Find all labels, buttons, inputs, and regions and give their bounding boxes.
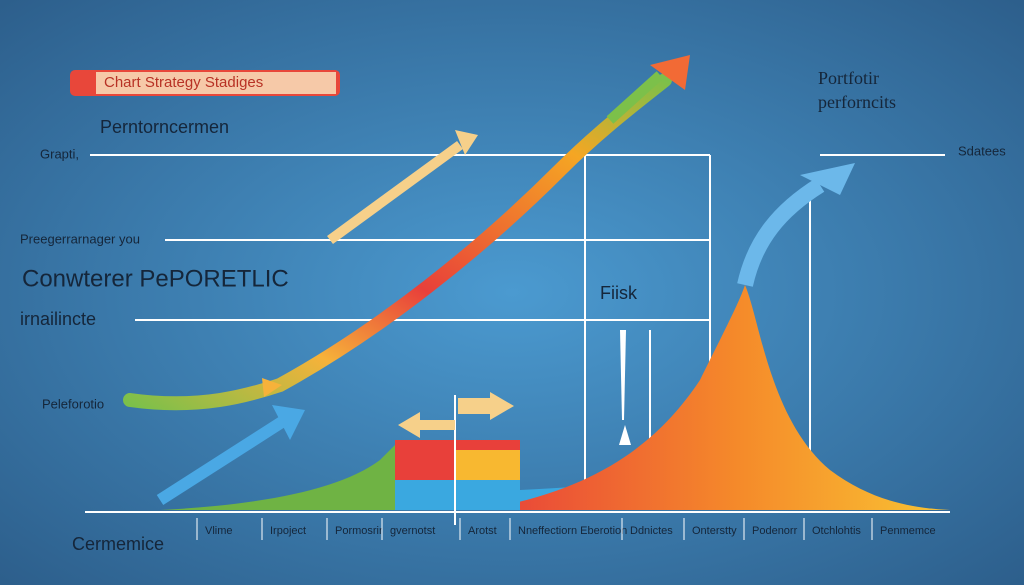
arrow-head: [650, 55, 690, 90]
arrow: [458, 392, 514, 420]
axis-label: Vlime: [205, 525, 233, 537]
marker: [620, 330, 626, 420]
green-area: [160, 445, 395, 510]
right-title: Portfotir: [818, 68, 879, 88]
arrow-head: [262, 378, 282, 397]
arrow-head: [455, 130, 478, 155]
subtitle: Perntorncermen: [100, 117, 229, 137]
axis-label: Arotst: [468, 525, 497, 537]
axis-label: Otchlohtis: [812, 525, 861, 537]
bar-segment: [395, 480, 520, 510]
arrow: [606, 71, 664, 124]
label: Fiisk: [600, 283, 638, 303]
arrow: [398, 412, 455, 438]
main-arrow: [123, 73, 672, 411]
label: Peleforotio: [42, 396, 104, 411]
badge-inner: [96, 72, 336, 94]
axis-label: Onterstty: [692, 525, 737, 537]
badge-text: Chart Strategy Stadiges: [104, 74, 263, 91]
label: Cermemice: [72, 534, 164, 554]
bar-segment: [395, 450, 455, 480]
axis-label: Irpoject: [270, 525, 306, 537]
arrow: [327, 140, 463, 245]
heading: Conwterer PePORETLIC: [22, 265, 289, 292]
label: Sdatees: [958, 143, 1006, 158]
arrow: [156, 414, 289, 506]
axis-label: Penmemce: [880, 525, 936, 537]
marker: [619, 425, 631, 445]
bar-segment: [395, 440, 520, 450]
label: Grapti,: [40, 146, 79, 161]
axis-label: gvernotst: [390, 525, 435, 537]
label: irnailincte: [20, 309, 96, 329]
axis-label: Pormosrir: [335, 525, 383, 537]
axis-label: Nneffectiorn Eberotion: [518, 525, 627, 537]
arrow-head: [800, 163, 855, 195]
axis-label: Ddnictes: [630, 525, 673, 537]
peak-area: [480, 285, 950, 510]
axis-labels: Vlime Irpoject Pormosrir gvernotst Arotst Nne…: [196, 518, 936, 540]
axis-label: Podenorr: [752, 525, 798, 537]
arrow-head: [272, 405, 305, 440]
right-title: perforncits: [818, 92, 896, 112]
arrow: [737, 178, 825, 287]
label: Preegerrarnager you: [20, 231, 140, 246]
